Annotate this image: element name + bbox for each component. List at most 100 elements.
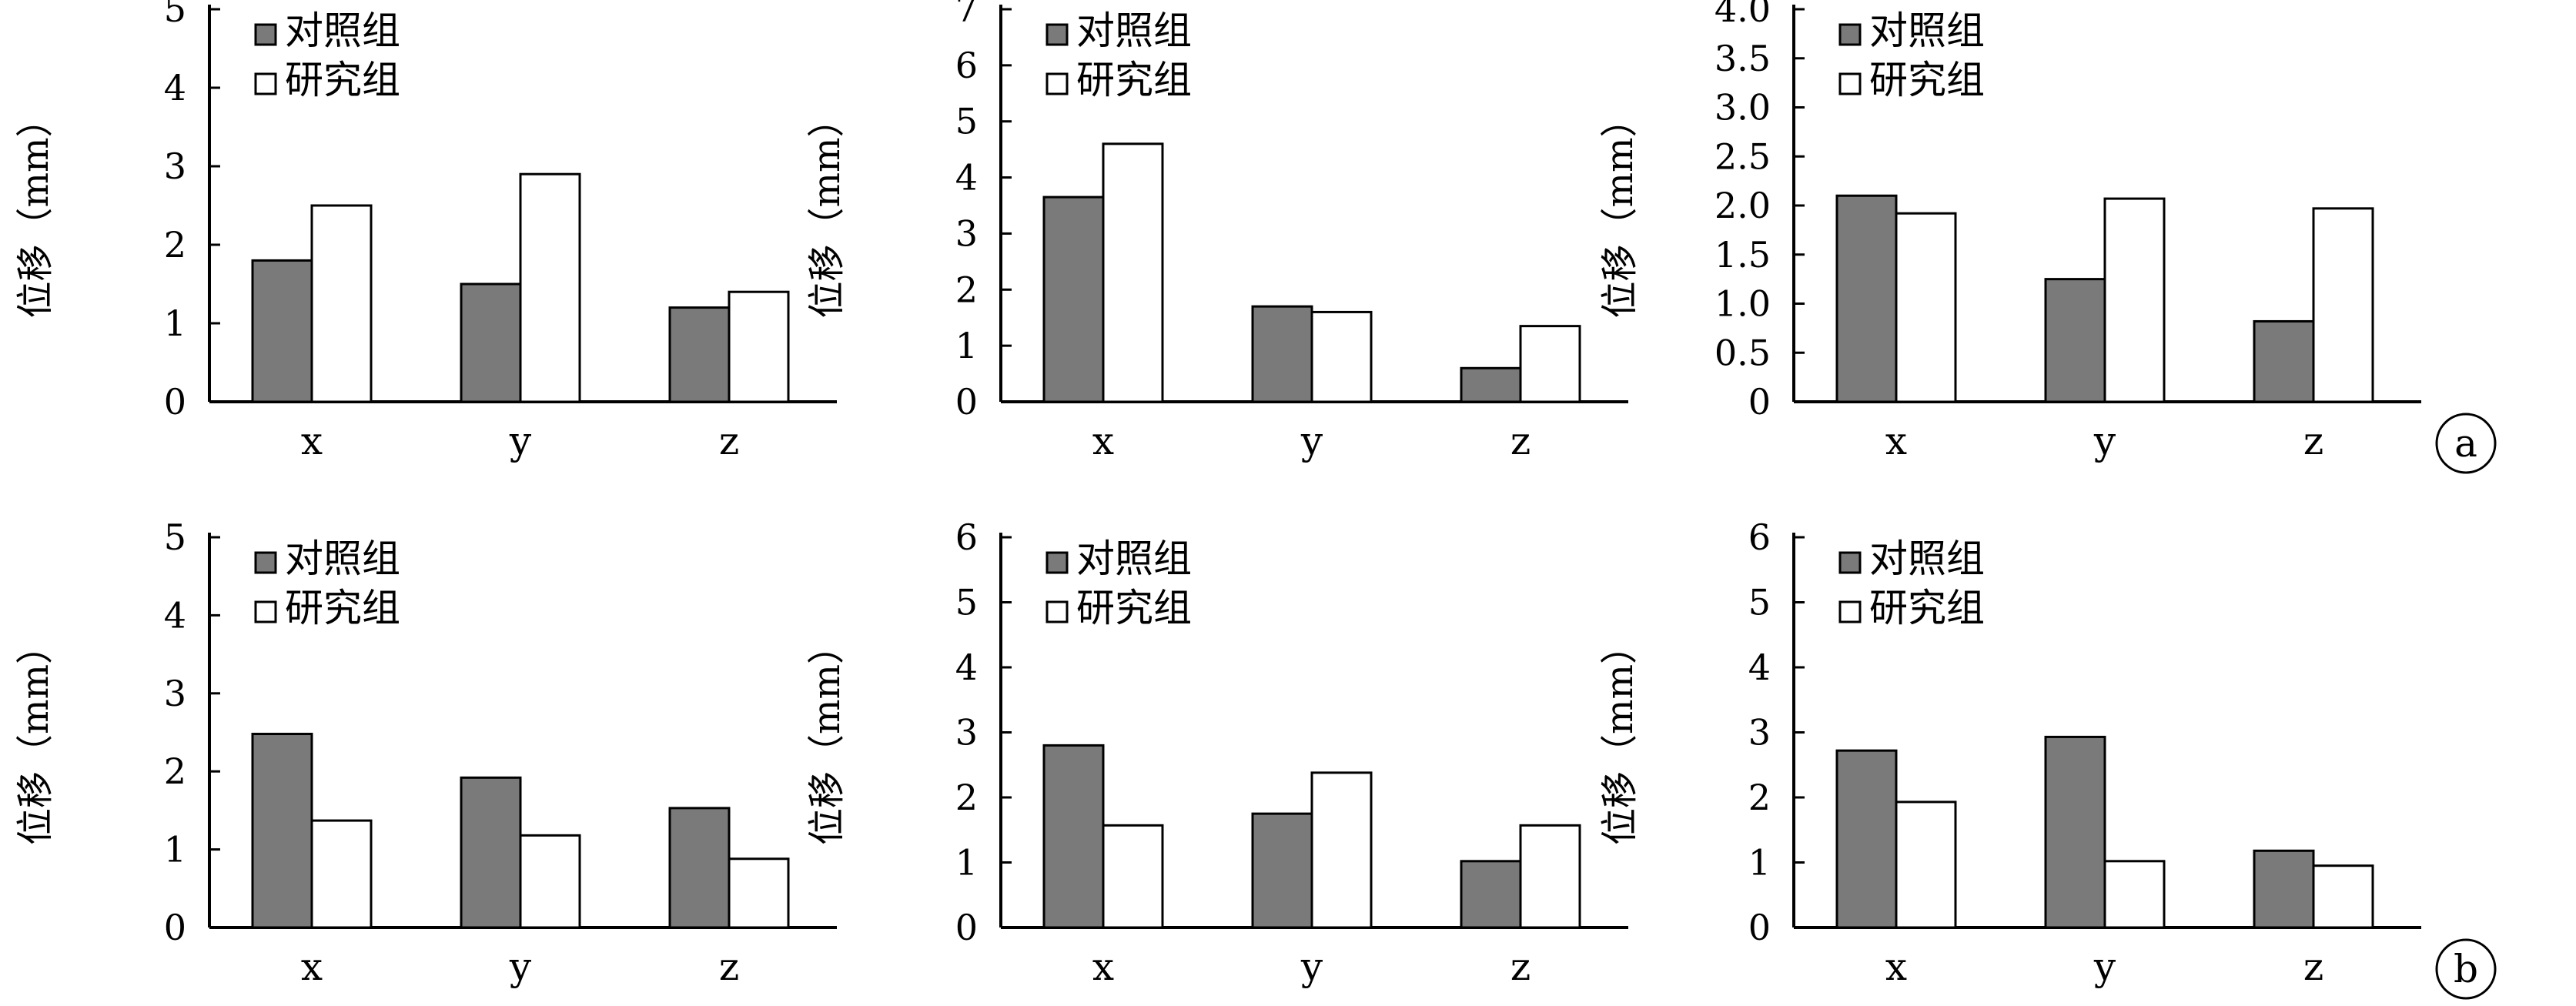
bar-control <box>1460 860 1522 929</box>
x-category-label: x <box>1885 944 1907 989</box>
bar-control <box>460 776 522 929</box>
y-axis-title: 位移（mm） <box>14 627 57 845</box>
bar-study <box>2103 860 2166 929</box>
y-axis-title: 位移（mm） <box>805 100 848 318</box>
y-tick-label: 3 <box>1748 712 1771 754</box>
y-tick-label: 2.5 <box>1715 135 1771 177</box>
bar-study <box>2312 864 2374 929</box>
y-tick-label: 4 <box>955 157 978 199</box>
legend-label: 研究组 <box>285 58 400 102</box>
y-tick-label: 3 <box>164 673 186 714</box>
y-tick-label: 0 <box>955 381 978 423</box>
panel-label: b <box>2454 947 2478 991</box>
bar-study <box>310 204 373 403</box>
panel-label-circle <box>2435 413 2497 474</box>
bar-control <box>1042 196 1105 403</box>
legend-swatch <box>1838 600 1862 623</box>
legend-swatch <box>1838 551 1862 574</box>
bar-study <box>1519 824 1581 929</box>
y-tick-label: 3 <box>955 712 978 754</box>
legend-swatch <box>1838 72 1862 95</box>
y-tick-label: 7 <box>955 0 978 30</box>
x-category-label: z <box>719 944 739 989</box>
bar-control <box>2044 278 2106 403</box>
legend-label: 研究组 <box>285 586 400 630</box>
y-tick-label: 4 <box>1748 647 1771 688</box>
legend-label: 对照组 <box>285 536 400 581</box>
y-tick-label: 3.5 <box>1715 38 1771 79</box>
legend-swatch <box>254 72 277 95</box>
bar-study <box>728 290 790 403</box>
y-tick-label: 0 <box>164 381 186 423</box>
y-tick-label: 3.0 <box>1715 87 1771 129</box>
legend-label: 对照组 <box>1869 536 1985 581</box>
legend-label: 研究组 <box>1869 586 1985 630</box>
bar-control <box>2044 735 2106 929</box>
bar-control <box>668 306 731 403</box>
x-category-label: y <box>509 944 532 989</box>
y-tick-label: 0 <box>955 907 978 948</box>
bar-study <box>310 819 373 929</box>
y-tick-label: 1 <box>955 325 978 366</box>
y-tick-label: 3 <box>955 212 978 254</box>
bar-study <box>519 834 581 929</box>
bar-study <box>1310 310 1373 403</box>
x-category-label: y <box>2093 419 2116 463</box>
legend-label: 对照组 <box>285 8 400 53</box>
y-tick-label: 1 <box>164 829 186 871</box>
y-tick-label: 5 <box>164 0 186 30</box>
y-tick-label: 0.5 <box>1715 332 1771 373</box>
legend-label: 对照组 <box>1076 536 1192 581</box>
y-tick-label: 1 <box>1748 842 1771 884</box>
y-tick-label: 6 <box>1748 516 1771 558</box>
bar-control <box>1251 812 1313 929</box>
bar-study <box>1102 142 1164 403</box>
legend-swatch <box>254 23 277 46</box>
panel-label: a <box>2454 421 2477 466</box>
y-axis-title: 位移（mm） <box>1598 627 1641 845</box>
y-tick-label: 3 <box>164 145 186 187</box>
y-tick-label: 0 <box>1748 381 1771 423</box>
bar-control <box>2253 319 2315 403</box>
y-tick-label: 4.0 <box>1715 0 1771 30</box>
legend-swatch <box>254 551 277 574</box>
y-tick-label: 5 <box>164 516 186 558</box>
y-tick-label: 2 <box>164 750 186 792</box>
x-category-label: y <box>2093 944 2116 989</box>
bar-control <box>1042 744 1105 929</box>
x-category-label: z <box>2303 419 2323 463</box>
bar-study <box>1895 212 1957 403</box>
x-category-label: y <box>1300 419 1323 463</box>
legend-label: 研究组 <box>1076 58 1192 102</box>
legend-label: 研究组 <box>1076 586 1192 630</box>
bar-study <box>1519 325 1581 403</box>
bar-study <box>1895 800 1957 929</box>
y-tick-label: 6 <box>955 45 978 86</box>
y-tick-label: 1.0 <box>1715 283 1771 325</box>
bar-study <box>2103 197 2166 403</box>
legend-swatch <box>1045 551 1069 574</box>
y-tick-label: 1 <box>955 842 978 884</box>
bar-study <box>519 172 581 403</box>
y-axis-title: 位移（mm） <box>1598 100 1641 318</box>
x-category-label: x <box>301 419 323 463</box>
bar-control <box>460 282 522 403</box>
bar-control <box>1460 366 1522 403</box>
bar-control <box>668 807 731 929</box>
y-tick-label: 4 <box>164 67 186 109</box>
legend-swatch <box>1838 23 1862 46</box>
x-category-label: z <box>1510 419 1531 463</box>
bar-control <box>2253 849 2315 929</box>
bar-control <box>1251 305 1313 403</box>
legend-swatch <box>1045 23 1069 46</box>
y-tick-label: 4 <box>164 594 186 636</box>
y-tick-label: 5 <box>955 101 978 142</box>
bar-study <box>728 857 790 929</box>
legend-label: 对照组 <box>1076 8 1192 53</box>
bar-study <box>2312 207 2374 403</box>
